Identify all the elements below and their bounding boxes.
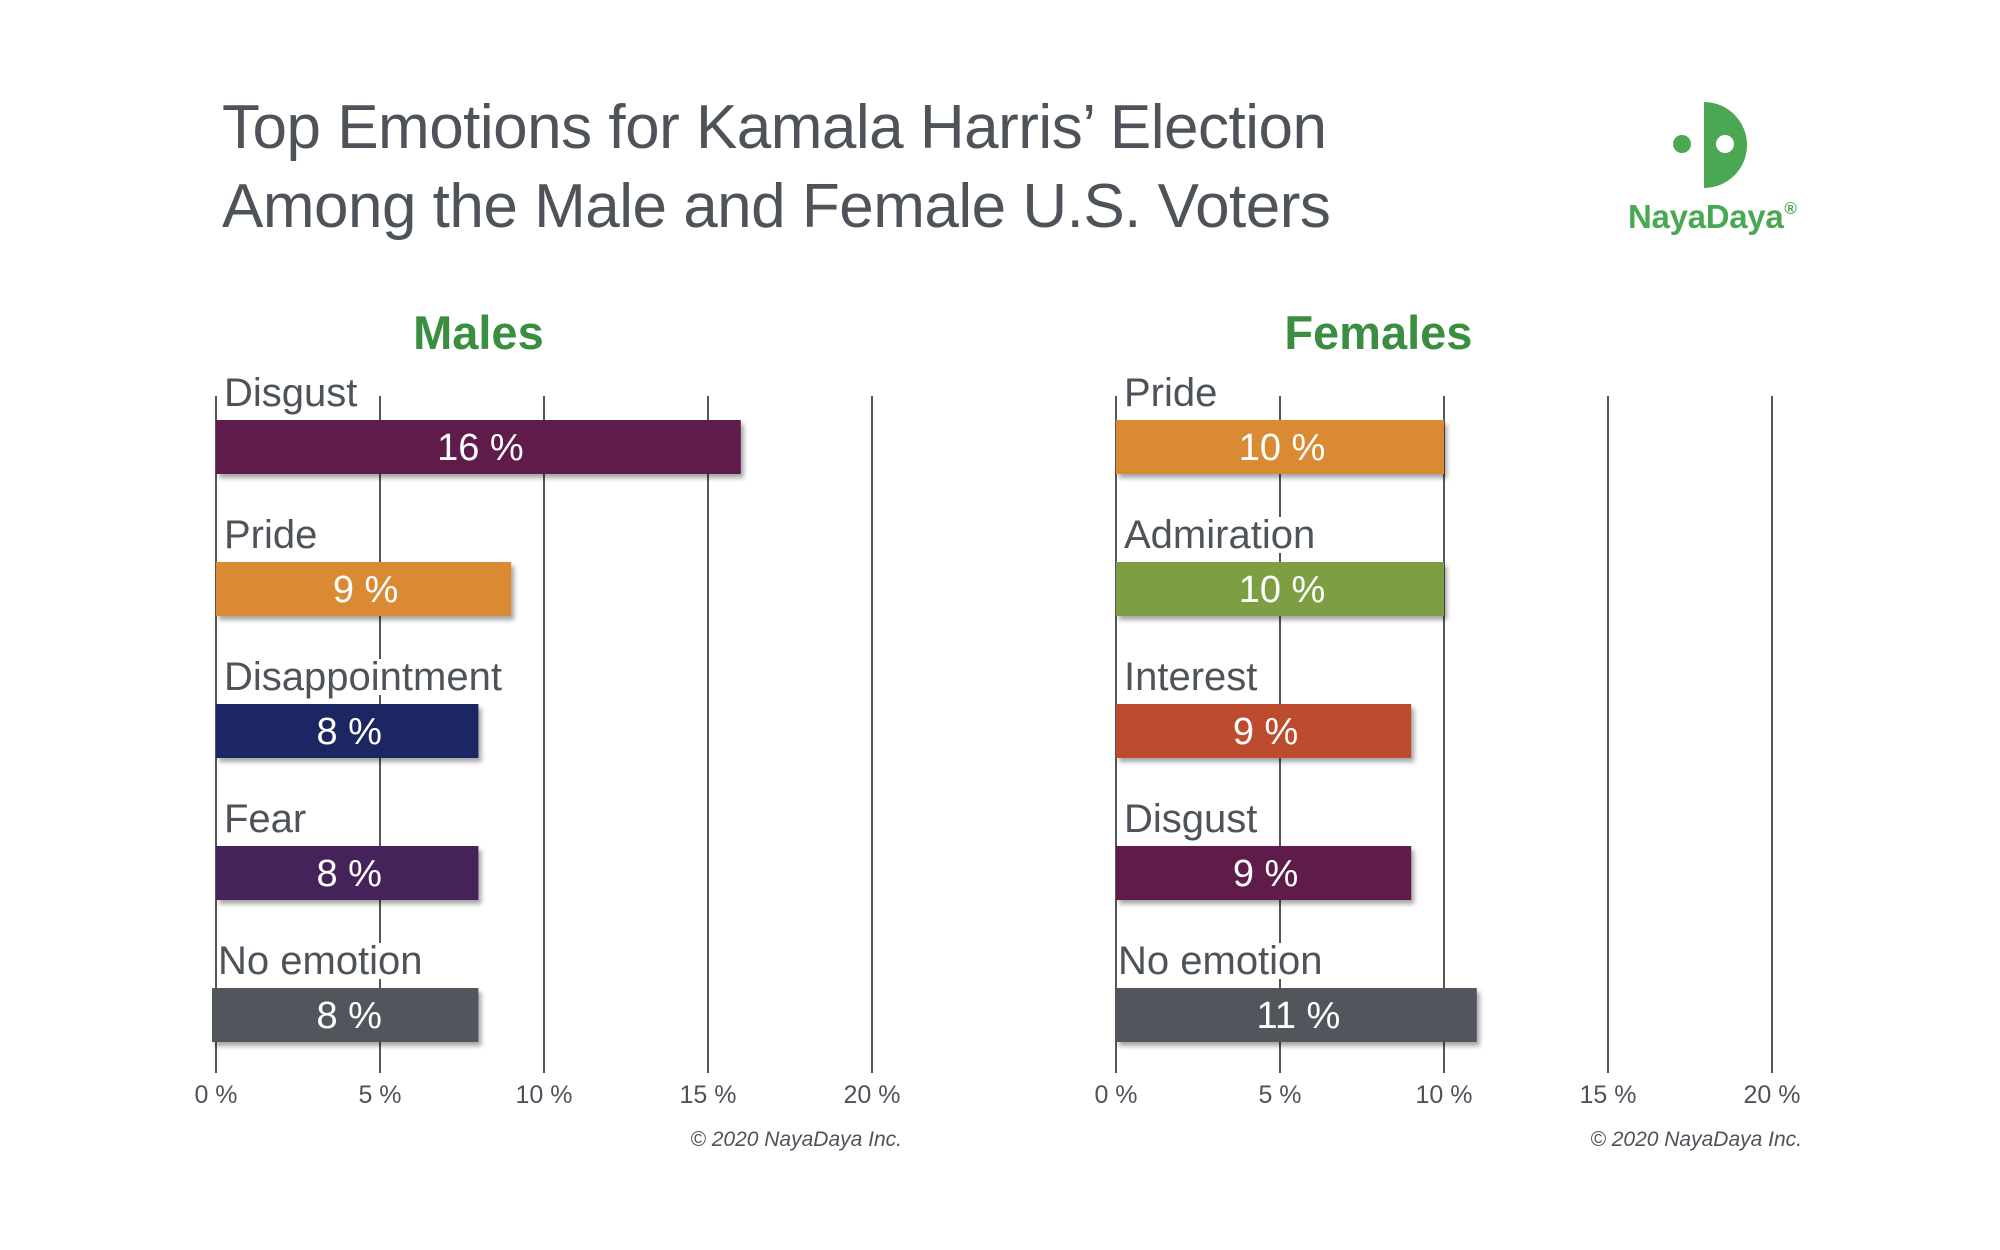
x-tick-label: 5 % — [1258, 1081, 1301, 1109]
bar-value-label: 9 % — [333, 569, 398, 611]
category-label: No emotion — [1118, 939, 1323, 983]
panel-title: Males — [413, 306, 544, 359]
bar-value-label: 9 % — [1233, 853, 1298, 895]
panel-title: Females — [1284, 306, 1472, 359]
x-tick-label: 15 % — [1580, 1081, 1637, 1109]
x-tick-label: 0 % — [1094, 1081, 1137, 1109]
bar-value-label: 9 % — [1233, 711, 1298, 753]
bar-value-label: 16 % — [437, 427, 524, 469]
emotions-chart: 0 % 5 % 10 % 15 % 20 % Males Disgust 16 % Pride 9… — [0, 0, 2000, 1250]
x-tick-label: 5 % — [358, 1081, 401, 1109]
category-label: Interest — [1124, 655, 1257, 699]
x-tick-label: 15 % — [680, 1081, 737, 1109]
x-tick-label: 20 % — [1744, 1081, 1801, 1109]
category-label: No emotion — [218, 939, 423, 983]
category-label: Pride — [224, 513, 317, 557]
x-tick-label: 20 % — [844, 1081, 901, 1109]
x-tick-label: 10 % — [1416, 1081, 1473, 1109]
x-tick-label: 0 % — [194, 1081, 237, 1109]
x-tick-label: 10 % — [516, 1081, 573, 1109]
category-label: Disgust — [1124, 797, 1257, 841]
bar-value-label: 10 % — [1239, 569, 1326, 611]
category-label: Pride — [1124, 371, 1217, 415]
category-label: Disgust — [224, 371, 357, 415]
copyright-note: © 2020 NayaDaya Inc. — [690, 1128, 902, 1151]
bar-value-label: 8 % — [316, 853, 381, 895]
category-label: Admiration — [1124, 513, 1315, 557]
copyright-note: © 2020 NayaDaya Inc. — [1590, 1128, 1802, 1151]
bar-value-label: 8 % — [316, 995, 381, 1037]
category-label: Disappointment — [224, 655, 502, 699]
bar-value-label: 10 % — [1239, 427, 1326, 469]
category-label: Fear — [224, 797, 306, 841]
bar-value-label: 11 % — [1257, 995, 1341, 1037]
bar-value-label: 8 % — [316, 711, 381, 753]
